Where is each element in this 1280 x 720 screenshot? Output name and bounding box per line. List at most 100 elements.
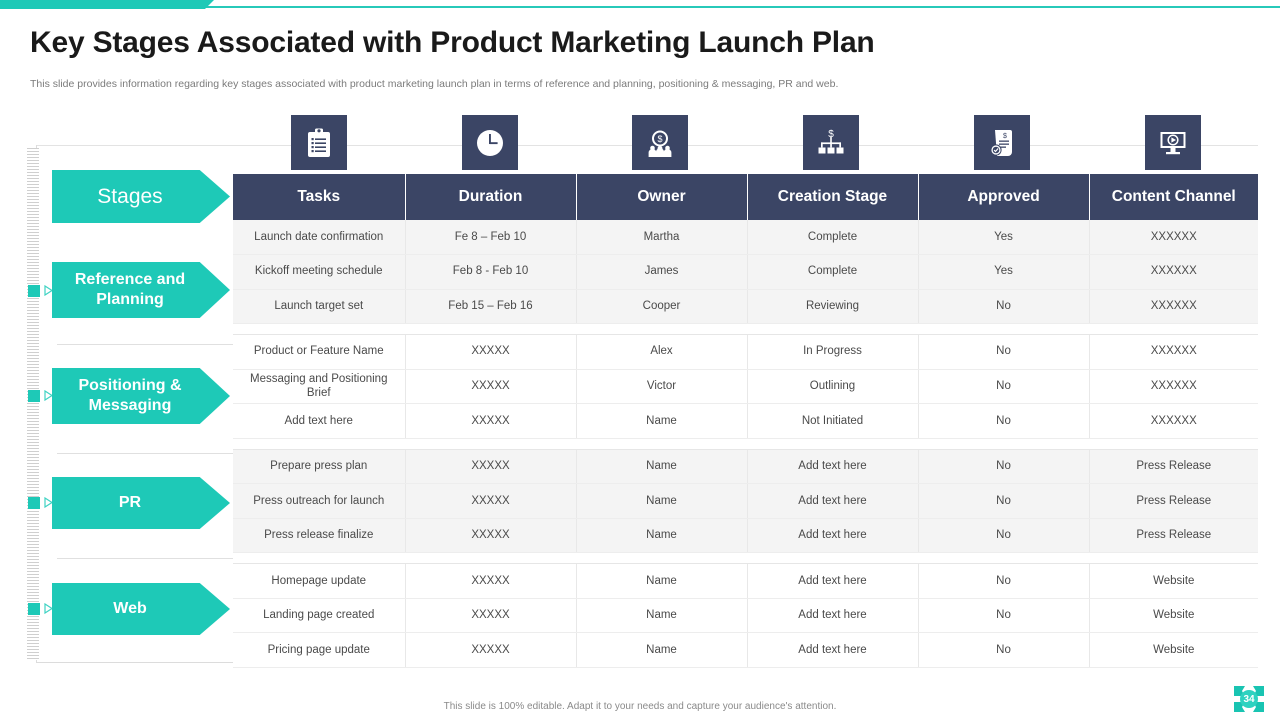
page-title: Key Stages Associated with Product Marke… <box>30 26 875 59</box>
table-cell-content-channel: XXXXXX <box>1089 334 1258 370</box>
table-cell-content-channel: Website <box>1089 563 1258 599</box>
table-row[interactable]: Prepare press plan XXXXX Name Add text here… <box>233 449 1258 485</box>
table-row[interactable]: Kickoff meeting schedule Feb 8 - Feb 10 Ja… <box>233 254 1258 290</box>
table-cell-tasks: Pricing page update <box>233 632 406 668</box>
table-cell-tasks: Landing page created <box>233 598 406 634</box>
rail-marker-pr <box>28 497 40 509</box>
chevron-right-icon <box>44 285 55 296</box>
top-accent-bar <box>0 0 214 9</box>
table-cell-approved: No <box>918 563 1090 599</box>
table-cell-duration: XXXXX <box>405 449 577 485</box>
column-header-owner[interactable]: Owner <box>576 174 748 220</box>
table-row[interactable]: Press outreach for launch XXXXX Name Add te… <box>233 483 1258 519</box>
table-cell-content-channel: Website <box>1089 598 1258 634</box>
group-spacer-cell <box>233 552 1258 565</box>
column-icon-approved: $ <box>974 115 1030 170</box>
monitor-play-icon <box>1158 129 1188 157</box>
table-cell-duration: Feb 15 – Feb 16 <box>405 289 577 324</box>
column-header-tasks[interactable]: Tasks <box>233 174 406 220</box>
table-cell-creation-stage: Complete <box>747 220 919 255</box>
table-cell-owner: Victor <box>576 369 748 405</box>
table-cell-approved: No <box>918 369 1090 405</box>
stage-chip-pr[interactable]: PR <box>52 477 230 529</box>
table-cell-owner: James <box>576 254 748 290</box>
table-cell-owner: Name <box>576 518 748 554</box>
table-cell-creation-stage: Add text here <box>747 598 919 634</box>
table-row[interactable]: Pricing page update XXXXX Name Add text her… <box>233 632 1258 668</box>
table-cell-approved: Yes <box>918 254 1090 290</box>
table-cell-tasks: Press release finalize <box>233 518 406 554</box>
table-cell-duration: XXXXX <box>405 483 577 519</box>
table-cell-creation-stage: Reviewing <box>747 289 919 324</box>
top-accent-line <box>0 6 1280 8</box>
table-cell-approved: Yes <box>918 220 1090 255</box>
table-cell-approved: No <box>918 334 1090 370</box>
table-cell-content-channel: XXXXXX <box>1089 220 1258 255</box>
table-header-row: Tasks Duration Owner Creation Stage Appr… <box>233 174 1258 220</box>
table-cell-owner: Name <box>576 632 748 668</box>
clipboard-checklist-icon <box>305 128 333 158</box>
table-cell-creation-stage: Add text here <box>747 518 919 554</box>
table-cell-content-channel: XXXXXX <box>1089 369 1258 405</box>
table-cell-duration: XXXXX <box>405 518 577 554</box>
table-cell-approved: No <box>918 449 1090 485</box>
table-cell-content-channel: Website <box>1089 632 1258 668</box>
table-cell-owner: Name <box>576 563 748 599</box>
launch-plan-table: Tasks Duration Owner Creation Stage Appr… <box>233 174 1258 668</box>
table-cell-tasks: Homepage update <box>233 563 406 599</box>
table-row[interactable]: Messaging and Positioning Brief XXXXX Vict… <box>233 369 1258 405</box>
column-header-creation-stage[interactable]: Creation Stage <box>747 174 919 220</box>
table-cell-approved: No <box>918 632 1090 668</box>
table-cell-content-channel: Press Release <box>1089 518 1258 554</box>
table-cell-tasks: Launch date confirmation <box>233 220 406 255</box>
table-cell-content-channel: Press Release <box>1089 483 1258 519</box>
table-cell-approved: No <box>918 483 1090 519</box>
table-cell-approved: No <box>918 403 1090 439</box>
table-cell-tasks: Launch target set <box>233 289 406 324</box>
org-chart-dollar-icon: $ <box>816 128 846 158</box>
table-cell-creation-stage: Add text here <box>747 632 919 668</box>
group-spacer-row <box>233 552 1258 565</box>
table-cell-owner: Name <box>576 598 748 634</box>
table-cell-creation-stage: Add text here <box>747 563 919 599</box>
column-icon-creation-stage: $ <box>803 115 859 170</box>
table-cell-tasks: Product or Feature Name <box>233 334 406 370</box>
table-row[interactable]: Add text here XXXXX Name Not Initiated No XXX… <box>233 403 1258 439</box>
table-row[interactable]: Landing page created XXXXX Name Add text he… <box>233 598 1258 634</box>
column-header-duration[interactable]: Duration <box>405 174 577 220</box>
table-row[interactable]: Product or Feature Name XXXXX Alex In Progr… <box>233 334 1258 370</box>
group-spacer-row <box>233 438 1258 450</box>
table-cell-duration: XXXXX <box>405 632 577 668</box>
stage-chip-web[interactable]: Web <box>52 583 230 635</box>
table-cell-creation-stage: In Progress <box>747 334 919 370</box>
table-cell-tasks: Prepare press plan <box>233 449 406 485</box>
column-icon-tasks <box>291 115 347 170</box>
table-row[interactable]: Launch date confirmation Fe 8 – Feb 10 Mar… <box>233 220 1258 255</box>
table-cell-tasks: Kickoff meeting schedule <box>233 254 406 290</box>
column-header-content-channel[interactable]: Content Channel <box>1089 174 1258 220</box>
stage-rail <box>27 148 39 660</box>
table-cell-approved: No <box>918 518 1090 554</box>
group-spacer-cell <box>233 323 1258 335</box>
svg-text:$: $ <box>828 129 834 140</box>
table-row[interactable]: Press release finalize XXXXX Name Add text … <box>233 518 1258 554</box>
rail-marker-web <box>28 603 40 615</box>
table-cell-content-channel: XXXXXX <box>1089 254 1258 290</box>
rail-marker-reference-and-planning <box>28 285 40 297</box>
table-cell-owner: Name <box>576 403 748 439</box>
stage-chip-positioning-and-messaging[interactable]: Positioning & Messaging <box>52 368 230 424</box>
table-cell-tasks: Add text here <box>233 403 406 439</box>
column-icon-duration <box>462 115 518 170</box>
stages-header-chip: Stages <box>52 170 230 223</box>
table-cell-content-channel: Press Release <box>1089 449 1258 485</box>
approved-document-icon: $ <box>987 128 1017 158</box>
table-cell-creation-stage: Add text here <box>747 449 919 485</box>
table-row[interactable]: Launch target set Feb 15 – Feb 16 Cooper Re… <box>233 289 1258 324</box>
table-row[interactable]: Homepage update XXXXX Name Add text here No W… <box>233 563 1258 599</box>
column-header-approved[interactable]: Approved <box>918 174 1090 220</box>
page-number: 34 <box>1243 693 1255 705</box>
table-cell-creation-stage: Add text here <box>747 483 919 519</box>
gutter-separator <box>57 558 233 559</box>
svg-text:$: $ <box>1003 133 1007 140</box>
stage-chip-reference-and-planning[interactable]: Reference and Planning <box>52 262 230 318</box>
